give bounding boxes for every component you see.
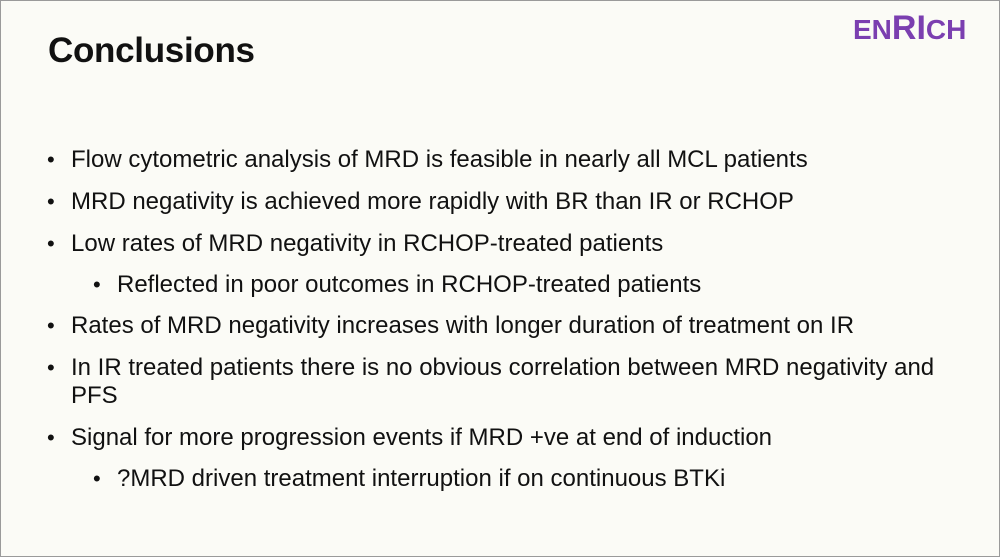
bullet-text: Low rates of MRD negativity in RCHOP-tre…	[71, 230, 664, 257]
bullet-text: Signal for more progression events if MR…	[71, 424, 773, 451]
bullet-text: MRD negativity is achieved more rapidly …	[71, 188, 794, 215]
bullet-marker: •	[47, 313, 55, 338]
bullet-marker: •	[47, 425, 55, 450]
bullet-marker: •	[93, 466, 101, 491]
enrich-logo: EN RI CH	[853, 11, 966, 49]
bullet-item: • In IR treated patients there is no obv…	[41, 354, 981, 410]
bullet-text: Reflected in poor outcomes in RCHOP-trea…	[117, 271, 702, 298]
bullet-marker: •	[47, 231, 55, 256]
bullet-text: ?MRD driven treatment interruption if on…	[117, 465, 726, 492]
logo-text-part-1: EN	[853, 14, 892, 45]
bullet-text: In IR treated patients there is no obvio…	[71, 354, 935, 409]
bullet-marker: •	[47, 189, 55, 214]
bullet-text: Flow cytometric analysis of MRD is feasi…	[71, 146, 808, 173]
bullet-item: • Signal for more progression events if …	[41, 424, 981, 452]
bullet-marker: •	[47, 355, 55, 380]
logo-text-part-3: CH	[925, 14, 967, 45]
logo-text-part-2: RI	[891, 9, 926, 47]
slide-title: Conclusions	[48, 31, 255, 70]
sub-bullet-item: • Reflected in poor outcomes in RCHOP-tr…	[87, 271, 981, 299]
sub-bullet-item: • ?MRD driven treatment interruption if …	[87, 465, 981, 493]
bullet-item: • MRD negativity is achieved more rapidl…	[41, 188, 981, 216]
conclusions-list: • Flow cytometric analysis of MRD is fea…	[41, 146, 981, 506]
bullet-item: • Rates of MRD negativity increases with…	[41, 312, 981, 340]
bullet-item: • Low rates of MRD negativity in RCHOP-t…	[41, 230, 981, 258]
bullet-marker: •	[47, 147, 55, 172]
bullet-marker: •	[93, 272, 101, 297]
bullet-text: Rates of MRD negativity increases with l…	[71, 312, 855, 339]
bullet-item: • Flow cytometric analysis of MRD is fea…	[41, 146, 981, 174]
